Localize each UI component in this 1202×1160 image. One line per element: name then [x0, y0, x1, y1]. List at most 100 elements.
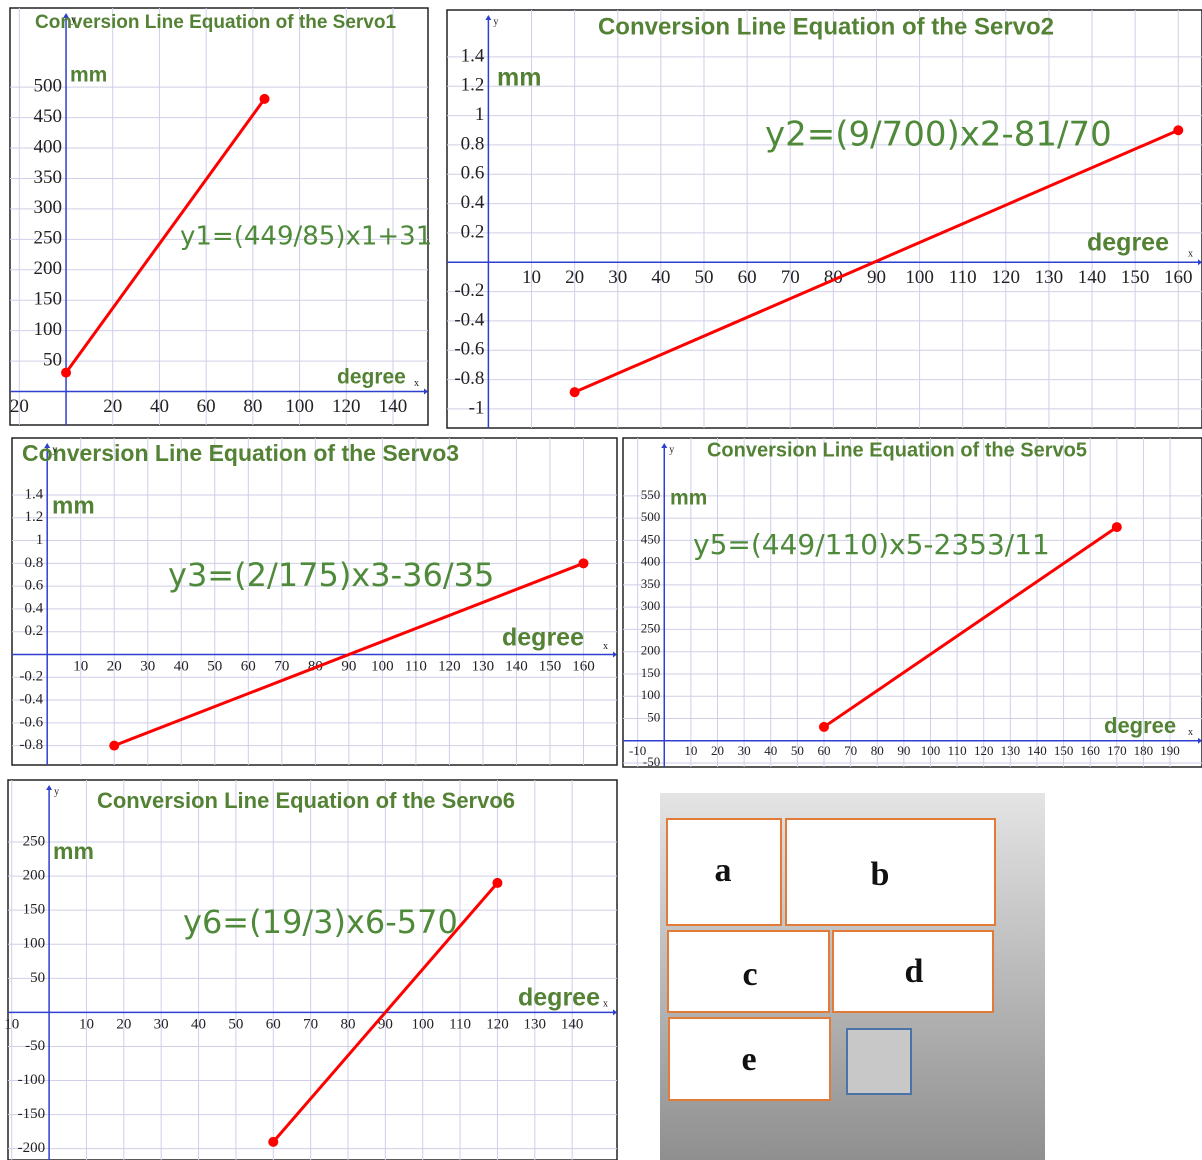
y-tick-label: 350	[34, 167, 63, 188]
y-tick-label: 150	[34, 289, 63, 310]
chart: 20 20 40 60 80 100 120 140 50 100 150 200 250 300 350 4…	[9, 7, 432, 426]
x-tick-label: 60	[241, 659, 256, 675]
x-tick-label: 90	[867, 267, 886, 288]
data-point	[268, 1136, 279, 1147]
x-tick-label: 120	[332, 396, 361, 417]
x-tick-label: 100	[371, 659, 394, 675]
x-tick-label: 140	[505, 659, 528, 675]
chart-title: Conversion Line Equation of the Servo3	[22, 440, 459, 466]
x-tick-label: 20	[711, 743, 724, 758]
x-tick-label: 10	[522, 267, 541, 288]
chart: -10 10 20 30 40 50 60 70 80 90 100 110 120 130 140 150 1…	[622, 437, 1202, 769]
data-point	[109, 740, 120, 751]
x-tick-label: 110	[449, 1017, 471, 1033]
x-tick-label: 60	[197, 396, 216, 417]
chart-title: Conversion Line Equation of the Servo2	[598, 13, 1054, 40]
y-tick-label: 0.8	[24, 555, 43, 571]
y-tick-label: 1.4	[24, 486, 43, 502]
cell	[832, 930, 994, 1013]
cell	[667, 930, 830, 1013]
y-axis-symbol: y	[54, 786, 59, 797]
y-tick-label: 0.2	[24, 623, 43, 639]
y-tick-label: 100	[23, 936, 46, 952]
y-tick-label: 150	[23, 902, 46, 918]
x-tick-label: 140	[561, 1017, 584, 1033]
annotation: y2=(9/700)x2-81/70	[765, 115, 1112, 155]
cell-label: d	[905, 953, 924, 990]
y-tick-label: 50	[43, 349, 62, 370]
x-tick-label: 150	[1054, 743, 1074, 758]
y-tick-label: -0.4	[454, 309, 485, 330]
x-tick-label: 50	[207, 659, 222, 675]
x-tick-label: 120	[992, 267, 1021, 288]
x-tick-label: 20	[565, 267, 584, 288]
x-axis-symbol: x	[603, 999, 608, 1010]
chart-frame	[7, 779, 618, 1160]
y-tick-label: -0.6	[454, 339, 484, 360]
x-arrow	[424, 388, 428, 395]
y-tick-label: -0.2	[454, 280, 484, 301]
data-point	[1173, 125, 1184, 136]
square	[846, 1028, 912, 1095]
y-axis-label: mm	[52, 492, 95, 519]
x-tick-label: -10	[629, 743, 646, 758]
data-line	[823, 525, 1118, 729]
x-tick-label: 150	[539, 659, 562, 675]
y-tick-label: 1.4	[461, 45, 485, 66]
y-axis-symbol: y	[669, 444, 674, 455]
x-tick-label: 130	[1001, 743, 1021, 758]
x-axis-symbol: x	[1188, 249, 1193, 260]
x-axis-label: degree	[1104, 713, 1176, 738]
cell	[785, 818, 996, 926]
layout-diagram: a b c d e	[660, 793, 1045, 1160]
y-tick-label: 300	[34, 197, 63, 218]
chart: 10 20 30 40 50 60 70 80 90 100 110 120 130 140 150 160-…	[11, 437, 618, 766]
y-tick-label: 250	[23, 833, 46, 849]
y-tick-label: 0.8	[461, 133, 485, 154]
x-tick-label: 90	[897, 743, 910, 758]
y-tick-label: 350	[641, 576, 661, 591]
data-line	[113, 561, 585, 748]
cell-label: c	[742, 956, 757, 993]
data-line	[272, 881, 499, 1143]
x-tick-label: 80	[340, 1017, 355, 1033]
y-tick-label: 400	[34, 136, 63, 157]
y-arrow	[63, 13, 70, 18]
x-tick-label: 70	[274, 659, 289, 675]
x-tick-label: 100	[285, 396, 314, 417]
y-tick-label: 500	[641, 509, 661, 524]
y-axis-label: mm	[670, 487, 707, 510]
chart-frame	[11, 437, 618, 766]
annotation: y6=(19/3)x6-570	[183, 903, 458, 941]
x-tick-label: 40	[174, 659, 189, 675]
chart-frame	[446, 9, 1202, 429]
y-tick-label: 100	[34, 319, 63, 340]
chart-title: Conversion Line Equation of the Servo5	[707, 439, 1087, 461]
x-tick-label: 160	[1080, 743, 1100, 758]
y-tick-label: 550	[641, 487, 661, 502]
y-axis-symbol: y	[52, 444, 57, 455]
x-tick-label: 190	[1160, 743, 1180, 758]
data-point	[492, 877, 503, 888]
y-axis-label: mm	[53, 838, 94, 864]
y-tick-label: -0.8	[19, 737, 43, 753]
x-tick-label: 110	[948, 743, 967, 758]
y-arrow	[44, 443, 51, 448]
x-arrow	[1198, 259, 1202, 266]
y-tick-label: 250	[34, 228, 63, 249]
y-tick-label: -0.4	[19, 691, 43, 707]
y-tick-label: -200	[18, 1140, 46, 1156]
y-tick-label: 1.2	[24, 509, 43, 525]
y-tick-label: 0.4	[24, 600, 43, 616]
x-tick-label: 40	[764, 743, 777, 758]
annotation: y5=(449/110)x5-2353/11	[693, 528, 1050, 561]
x-tick-label: 50	[228, 1017, 243, 1033]
x-tick-label: 160	[572, 659, 595, 675]
x-tick-label: 140	[1027, 743, 1047, 758]
x-axis-symbol: x	[1188, 727, 1193, 738]
x-tick-label: 20	[103, 396, 122, 417]
x-tick-label: 80	[243, 396, 262, 417]
y-tick-label: 250	[641, 620, 661, 635]
x-arrow	[613, 1009, 617, 1016]
x-tick-label: 30	[608, 267, 627, 288]
